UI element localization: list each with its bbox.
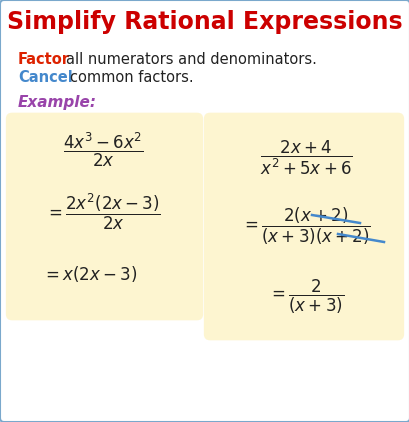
Text: $\dfrac{2x+4}{x^2+5x+6}$: $\dfrac{2x+4}{x^2+5x+6}$ [259, 139, 352, 177]
Text: Cancel: Cancel [18, 70, 72, 86]
FancyBboxPatch shape [6, 113, 202, 320]
Text: Factor: Factor [18, 51, 70, 67]
Text: Simplify Rational Expressions: Simplify Rational Expressions [7, 10, 402, 34]
Text: Example:: Example: [18, 95, 97, 109]
FancyBboxPatch shape [203, 113, 403, 340]
Text: $= x(2x-3)$: $= x(2x-3)$ [42, 264, 137, 284]
Text: $= \dfrac{2x^2(2x-3)}{2x}$: $= \dfrac{2x^2(2x-3)}{2x}$ [45, 192, 161, 232]
Text: common factors.: common factors. [70, 70, 193, 86]
Text: $= \dfrac{2(x+2)}{(x+3)(x+2)}$: $= \dfrac{2(x+2)}{(x+3)(x+2)}$ [240, 206, 370, 246]
Text: $= \dfrac{2}{(x+3)}$: $= \dfrac{2}{(x+3)}$ [267, 278, 343, 316]
Text: all numerators and denominators.: all numerators and denominators. [66, 51, 316, 67]
Text: $\dfrac{4x^3 - 6x^2}{2x}$: $\dfrac{4x^3 - 6x^2}{2x}$ [63, 131, 143, 169]
